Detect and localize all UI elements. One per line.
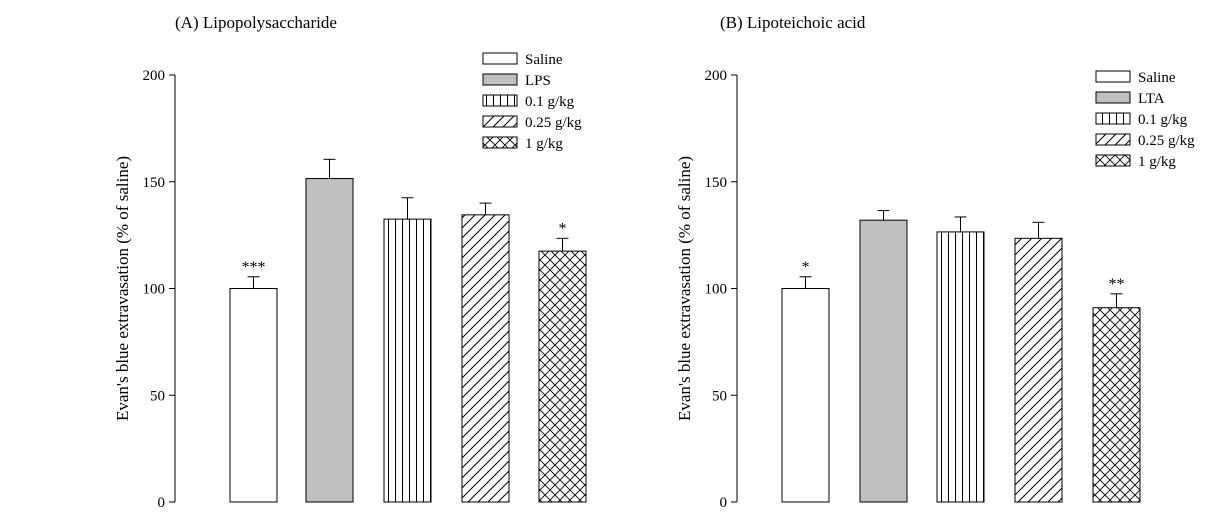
y-tick-label: 200: [143, 68, 166, 84]
y-tick-label: 100: [143, 282, 166, 298]
legend-label: Saline: [525, 52, 563, 68]
significance-marker: *: [802, 259, 810, 276]
chart-panel-a: (A) Lipopolysaccharide 0 50 100 150 200 Evan's…: [113, 13, 587, 511]
legend-label: LTA: [1138, 91, 1165, 107]
legend-label: 0.25 g/kg: [525, 115, 582, 131]
bar-1: [781, 288, 830, 503]
chart-title: (A) Lipopolysaccharide: [175, 13, 337, 32]
legend-swatch-3: [482, 94, 518, 107]
bar-3: [936, 231, 985, 503]
significance-marker: ***: [242, 259, 266, 276]
significance-marker: **: [1109, 276, 1125, 293]
chart-panel-b: (B) Lipoteichoic acid 0 50 100 150 200 Evan's …: [675, 13, 1195, 511]
y-tick-label: 150: [143, 175, 166, 191]
legend-swatch-1: [1095, 70, 1131, 83]
bar-4: [1014, 237, 1063, 503]
y-axis-label: Evan's blue extravasation (% of saline): [675, 156, 694, 421]
bar-2: [305, 178, 354, 503]
legend-label: 0.1 g/kg: [525, 94, 575, 110]
legend-label: 1 g/kg: [525, 136, 563, 152]
y-tick-label: 100: [705, 282, 728, 298]
legend-swatch-1: [482, 52, 518, 65]
legend-swatch-5: [1095, 154, 1131, 167]
chart-title: (B) Lipoteichoic acid: [720, 13, 866, 32]
legend-swatch-5: [482, 136, 518, 149]
y-tick-label: 0: [158, 495, 166, 511]
legend-label: LPS: [525, 73, 551, 89]
y-tick-label: 0: [720, 495, 728, 511]
legend-label: 0.25 g/kg: [1138, 133, 1195, 149]
legend-swatch-2: [482, 73, 518, 86]
legend-swatch-2: [1095, 91, 1131, 104]
legend: Saline LTA 0.1 g/kg 0.25 g/kg 1 g/kg: [1095, 70, 1195, 170]
y-tick-label: 50: [150, 388, 165, 404]
legend-swatch-3: [1095, 112, 1131, 125]
legend-label: 0.1 g/kg: [1138, 112, 1188, 128]
y-axis-label: Evan's blue extravasation (% of saline): [113, 156, 132, 421]
legend: Saline LPS 0.1 g/kg 0.25 g/kg 1 g/kg: [482, 52, 582, 152]
significance-marker: *: [559, 220, 567, 237]
bar-1: [229, 288, 278, 503]
bar-2: [859, 219, 908, 503]
legend-swatch-4: [1095, 133, 1131, 146]
y-tick-label: 150: [705, 175, 728, 191]
legend-label: Saline: [1138, 70, 1176, 86]
bar-5: [538, 250, 587, 503]
bar-3: [383, 218, 432, 503]
legend-swatch-4: [482, 115, 518, 128]
y-tick-label: 50: [712, 388, 727, 404]
y-tick-label: 200: [705, 68, 728, 84]
legend-label: 1 g/kg: [1138, 154, 1176, 170]
bar-5: [1092, 307, 1141, 503]
bar-4: [461, 214, 510, 503]
